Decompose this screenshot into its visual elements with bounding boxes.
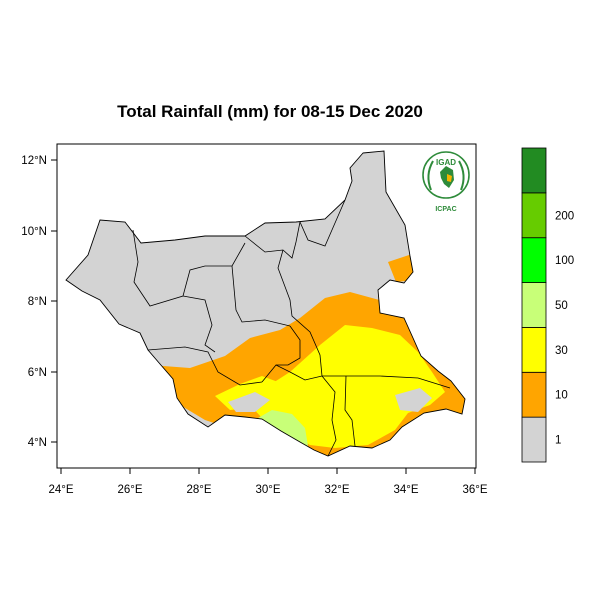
state-border	[182, 295, 216, 353]
y-tick-labels: 12°N 10°N 8°N 6°N 4°N	[21, 155, 47, 449]
map-title: Total Rainfall (mm) for 08-15 Dec 2020	[117, 102, 423, 121]
igad-region-icon	[447, 174, 452, 182]
legend-swatch	[521, 371, 547, 418]
rainfall-legend: 1 10 30 50 100 200	[521, 147, 574, 463]
legend-swatch	[521, 147, 547, 194]
x-tick-label: 26°E	[117, 484, 142, 496]
state-border	[344, 375, 356, 447]
axis-ticks	[51, 159, 476, 474]
rain-zone-1-10-east	[388, 254, 416, 282]
state-borders	[132, 199, 451, 457]
x-tick-label: 24°E	[48, 484, 73, 496]
x-tick-label: 30°E	[255, 484, 280, 496]
igad-icpac-logo: IGAD ICPAC	[422, 151, 470, 213]
legend-label: 1	[555, 435, 561, 447]
legend-label: 10	[555, 390, 568, 402]
legend-label: 200	[555, 210, 574, 222]
x-tick-label: 32°E	[324, 484, 349, 496]
state-border	[276, 325, 301, 366]
y-tick-label: 10°N	[21, 226, 47, 238]
legend-label: 100	[555, 255, 574, 267]
y-tick-label: 12°N	[21, 155, 47, 167]
y-tick-label: 6°N	[28, 367, 47, 379]
state-border	[277, 249, 451, 389]
legend-label: 30	[555, 345, 568, 357]
logo-ring	[422, 151, 470, 199]
state-border	[299, 199, 346, 247]
legend-swatch	[521, 237, 547, 283]
logo-top-text: IGAD	[436, 158, 456, 167]
rain-zone-30-50	[258, 410, 308, 446]
logo-bottom-text: ICPAC	[435, 206, 456, 213]
y-tick-label: 8°N	[28, 296, 47, 308]
legend-label: 50	[555, 300, 568, 312]
dry-patch-east	[395, 388, 432, 412]
x-tick-label: 28°E	[186, 484, 211, 496]
state-border	[147, 346, 263, 386]
y-tick-label: 4°N	[28, 437, 47, 449]
x-tick-labels: 24°E 26°E 28°E 30°E 32°E 34°E 36°E	[48, 484, 487, 496]
rain-zone-10-30	[250, 325, 445, 448]
x-tick-label: 36°E	[462, 484, 487, 496]
laurel-icon	[427, 160, 465, 191]
legend-swatch	[521, 192, 547, 239]
state-border	[261, 364, 323, 383]
state-border	[244, 221, 301, 259]
legend-swatch	[521, 282, 547, 328]
state-border	[231, 265, 291, 327]
x-tick-label: 34°E	[393, 484, 418, 496]
legend-swatch	[521, 416, 547, 463]
legend-swatch	[521, 327, 547, 373]
state-border	[321, 375, 337, 457]
dry-patch-central	[228, 392, 270, 412]
